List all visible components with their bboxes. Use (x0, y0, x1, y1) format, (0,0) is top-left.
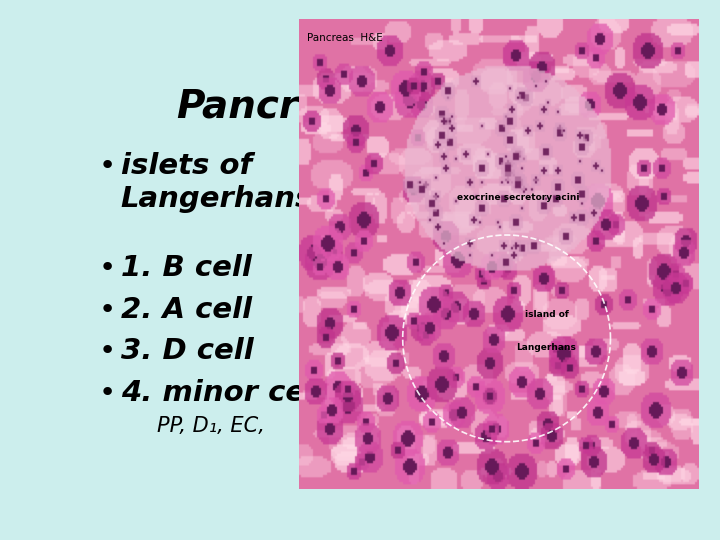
Text: 1. B cell: 1. B cell (121, 254, 251, 282)
Text: island of: island of (525, 310, 569, 319)
Text: •: • (99, 295, 116, 323)
Text: islets of
Langerhans:: islets of Langerhans: (121, 152, 325, 213)
Text: 3. D cell: 3. D cell (121, 337, 253, 365)
Text: Langerhans: Langerhans (517, 343, 577, 352)
Text: Pancreas  H&E: Pancreas H&E (307, 33, 382, 43)
Text: •: • (99, 254, 116, 282)
Text: 2. A cell: 2. A cell (121, 295, 252, 323)
Text: •: • (99, 379, 116, 407)
Text: •: • (99, 337, 116, 365)
Text: •: • (99, 152, 116, 180)
Text: Endocrine: Endocrine (322, 87, 469, 116)
Text: exocrine secretory acini: exocrine secretory acini (457, 193, 580, 202)
Text: PP, D₁, EC,: PP, D₁, EC, (157, 416, 265, 436)
Text: Pancreas.: Pancreas. (176, 87, 389, 126)
Text: 4. minor cells:: 4. minor cells: (121, 379, 354, 407)
